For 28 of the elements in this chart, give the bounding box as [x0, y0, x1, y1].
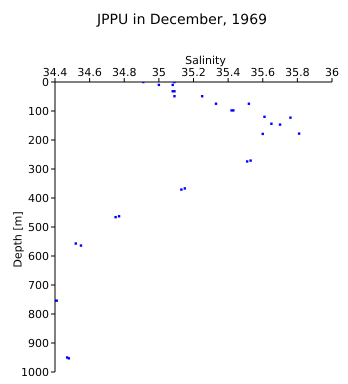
y-tick-label: 400: [28, 192, 49, 205]
y-tick-label: 300: [28, 162, 49, 176]
x-tick-label: 34.6: [77, 66, 102, 79]
point: [298, 132, 300, 135]
x-tick-label: 35.6: [250, 66, 275, 79]
y-tick-label: 1000: [21, 366, 49, 379]
y-tick-label: 800: [28, 308, 49, 321]
x-tick-label: 35.2: [181, 66, 206, 79]
point: [114, 216, 117, 218]
point: [180, 188, 183, 191]
y-tick-label: 700: [28, 278, 49, 292]
y-tick-label: 500: [28, 220, 49, 234]
point: [184, 187, 186, 190]
point: [158, 84, 160, 86]
x-tick-label: 34.8: [112, 66, 136, 79]
y-tick-label: 900: [28, 336, 49, 350]
y-tick-label: 600: [28, 250, 49, 263]
point: [249, 159, 252, 162]
y-axis-title: Depth [m]: [12, 210, 24, 270]
point: [278, 123, 282, 126]
y-tick-label: 200: [28, 134, 49, 147]
x-tick-label: 35.4: [216, 66, 240, 79]
x-tick-label: 36: [325, 66, 339, 79]
chart-title: JPPU in December, 1969: [95, 12, 268, 28]
y-tick-label: 100: [28, 104, 49, 118]
x-axis-title: Salinity: [184, 54, 227, 67]
x-tick-label: 35.8: [285, 66, 310, 79]
x-tick-label: 35: [152, 66, 166, 79]
